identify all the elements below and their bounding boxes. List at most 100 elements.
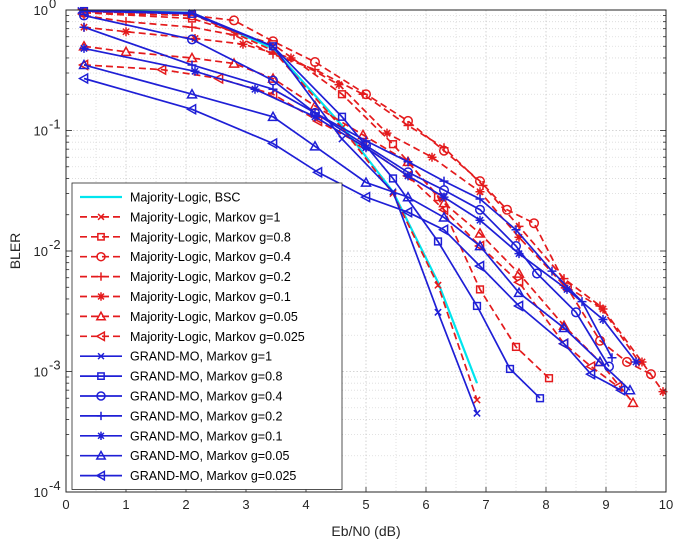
data-point (631, 357, 641, 367)
data-point (559, 280, 569, 290)
data-point (187, 60, 197, 70)
data-point (512, 300, 524, 312)
x-tick-label: 2 (182, 497, 189, 512)
data-point (286, 53, 296, 63)
data-point (474, 204, 486, 215)
legend-entry: GRAND-MO, Markov g=1 (80, 350, 272, 364)
x-tick-label: 8 (542, 497, 549, 512)
data-point (95, 310, 107, 321)
data-point (427, 152, 437, 162)
y-tick-label: 10 (34, 485, 48, 500)
data-point (475, 187, 485, 197)
series-line (83, 26, 613, 359)
data-point (229, 30, 239, 40)
series-15 (77, 72, 626, 396)
legend-entry: GRAND-MO, Markov g=0.8 (80, 370, 283, 384)
data-point (120, 45, 132, 57)
data-point (360, 176, 372, 187)
data-point (473, 396, 481, 404)
data-point (121, 27, 131, 37)
data-point (77, 72, 89, 85)
data-point (78, 10, 90, 21)
data-point (401, 206, 413, 218)
legend-label: GRAND-MO, Markov g=0.8 (130, 370, 283, 384)
x-tick-labels: 0 1 2 3 4 5 6 7 8 9 10 (62, 497, 673, 512)
data-point (268, 84, 278, 94)
series-line (83, 14, 640, 363)
series-6 (79, 22, 668, 397)
data-point (627, 396, 639, 408)
series-line (83, 64, 631, 391)
data-point (359, 191, 371, 203)
data-point (475, 215, 485, 225)
data-point (558, 321, 570, 333)
y-tick-exponent: 0 (49, 0, 56, 11)
y-tick-label: 10 (34, 3, 48, 18)
series-13 (79, 43, 641, 367)
series-line (83, 14, 610, 367)
data-point (97, 232, 105, 241)
data-point (584, 360, 596, 373)
data-point (535, 394, 545, 403)
data-point (382, 128, 392, 138)
legend-entry: GRAND-MO, Markov g=0.05 (80, 449, 289, 463)
data-point (337, 90, 347, 99)
data-point (95, 470, 106, 482)
data-point (439, 143, 449, 153)
data-point (337, 112, 347, 121)
series-line (83, 10, 541, 399)
data-point (531, 268, 543, 279)
data-point (475, 194, 485, 204)
data-point (473, 260, 485, 272)
data-point (79, 6, 89, 16)
data-point (598, 304, 608, 314)
data-point (645, 369, 657, 380)
x-axis-label: Eb/N0 (dB) (331, 523, 400, 539)
data-point (658, 387, 668, 397)
data-point (267, 110, 279, 122)
y-tick-exponent: -1 (49, 117, 61, 132)
data-point (505, 364, 515, 374)
data-point (95, 449, 107, 460)
data-point (212, 72, 224, 85)
legend-label: Majority-Logic, Markov g=0.2 (130, 270, 291, 284)
y-tick-label: 10 (34, 124, 48, 139)
data-point (228, 15, 240, 26)
data-point (79, 22, 89, 32)
data-point (478, 180, 488, 190)
legend-entry: Majority-Logic, Markov g=0.2 (80, 270, 291, 284)
data-point (186, 34, 198, 45)
data-point (562, 284, 572, 294)
legend-label: GRAND-MO, Markov g=1 (130, 350, 272, 364)
legend-entry: Majority-Logic, Markov g=0.8 (80, 230, 291, 244)
legend-label: GRAND-MO, Markov g=0.2 (130, 409, 283, 423)
legend-label: GRAND-MO, Markov g=0.1 (130, 429, 283, 443)
x-tick-label: 5 (362, 497, 369, 512)
data-point (438, 211, 450, 222)
legend-label: GRAND-MO, Markov g=0.05 (130, 449, 289, 463)
y-tick-label: 10 (34, 244, 48, 259)
data-point (607, 353, 617, 363)
data-point (311, 166, 323, 179)
data-point (238, 39, 248, 49)
data-point (474, 227, 486, 238)
data-point (190, 66, 200, 76)
x-tick-label: 10 (659, 497, 673, 512)
data-point (97, 213, 105, 221)
x-tick-label: 1 (122, 497, 129, 512)
data-point (403, 171, 413, 181)
data-point (268, 49, 278, 59)
series-10 (79, 6, 545, 403)
x-tick-label: 4 (302, 497, 309, 512)
legend-entry: Majority-Logic, Markov g=1 (80, 210, 280, 224)
data-point (187, 22, 197, 32)
data-point (96, 272, 106, 281)
data-point (309, 140, 321, 151)
data-point (472, 301, 482, 311)
data-point (594, 355, 606, 367)
data-point (614, 384, 626, 396)
legend-entry: Majority-Logic, Markov g=0.4 (80, 250, 291, 264)
legend-label: GRAND-MO, Markov g=0.4 (130, 390, 283, 404)
data-point (96, 431, 106, 440)
